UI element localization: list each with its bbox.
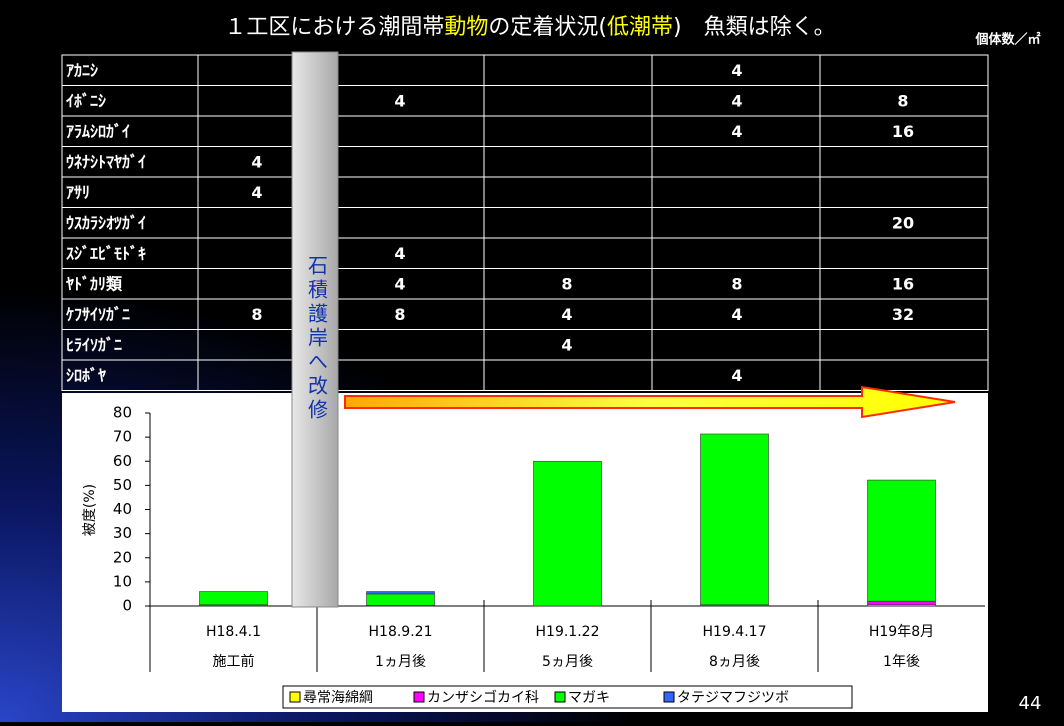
y-tick-label: 70 [113,428,132,446]
cell: 4 [251,183,262,202]
title-segment: １工区における潮間帯 [224,15,444,40]
bar-segment [533,460,602,607]
strip-label: 石積護岸へ改修 [305,255,329,423]
y-tick-label: 60 [113,452,132,470]
x-tick-label: H18.9.21 [369,624,433,640]
cell: 4 [731,305,742,324]
cell: 4 [731,122,742,141]
cell: 4 [731,91,742,110]
legend-label: タテジマフジツボ [677,690,789,706]
y-tick-label: 40 [113,500,132,518]
legend-label: マガキ [568,690,610,706]
cell: 20 [892,213,914,232]
cell: 8 [394,305,405,324]
row-name: ｲﾎﾞﾆｼ [66,91,106,110]
table: ｱｶﾆｼ 4 ｲﾎﾞﾆｼ 4 4 8 ｱﾗﾑｼﾛｶﾞｲ 4 16 ｳﾈﾅｼﾄﾏﾔｶﾞｲ 4 ｱｻﾘ 4 ｳ… [61,54,989,391]
row-name: ｱｶﾆｼ [66,61,98,80]
row-name: ｳｽｶﾗｼｵﾂｶﾞｲ [66,213,146,232]
x-tick-sublabel: 8ヵ月後 [709,654,760,670]
row-name: ﾋﾗｲｿｶﾞﾆ [66,335,122,354]
cell: 4 [394,91,405,110]
title-segment: の定着状況( [488,15,607,40]
y-tick-label: 80 [113,404,132,422]
title-segment: ) 魚類は除く。 [673,15,836,40]
x-tick-label: H19.4.17 [703,624,767,640]
y-tick-label: 0 [122,597,132,615]
cell: 4 [251,152,262,171]
row-name: ｼﾛﾎﾞﾔ [66,366,106,385]
legend-swatch [289,691,301,703]
row-name: ﾔﾄﾞｶﾘ類 [66,274,123,293]
row-name: ｱﾗﾑｼﾛｶﾞｲ [66,122,130,141]
x-tick-label: H19.1.22 [536,624,600,640]
x-tick-label: H19年8月 [869,624,934,640]
y-tick-label: 10 [113,572,132,590]
renovation-strip [291,51,339,608]
title-segment: 低潮帯 [607,15,673,40]
y-tick-label: 30 [113,524,132,542]
cell: 8 [561,274,572,293]
chart: 0 10 20 30 40 50 60 70 80 被度(%) H18.4.1 施工前 H18.9.21… [82,404,985,709]
x-tick-sublabel: 1ヵ月後 [375,654,426,670]
cell: 32 [892,305,914,324]
x-tick-sublabel: 施工前 [213,653,255,670]
row-name: ｹﾌｻｲｿｶﾞﾆ [66,305,130,324]
arrow [344,385,956,419]
cell: 4 [394,244,405,263]
cell: 4 [394,274,405,293]
unit-label: 個体数／㎡ [974,32,1040,48]
row-name: ｳﾈﾅｼﾄﾏﾔｶﾞｲ [66,152,146,171]
cell: 4 [731,366,742,385]
bar-segment [199,591,268,606]
legend-swatch [554,691,566,703]
cell: 4 [561,335,572,354]
row-name: ｽｼﾞｴﾋﾞﾓﾄﾞｷ [66,244,146,263]
chart-area [62,393,988,712]
cell: 16 [892,122,914,141]
bar-segment [366,593,435,606]
x-tick-sublabel: 5ヵ月後 [542,654,593,670]
cell: 8 [251,305,262,324]
bar-segment [867,479,936,602]
legend-swatch [663,691,675,703]
title-segment: 動物 [444,15,488,40]
cell: 4 [561,305,572,324]
legend-label: カンザシゴカイ科 [427,689,539,706]
cell: 8 [731,274,742,293]
cell: 8 [897,91,908,110]
x-tick-label: H18.4.1 [206,624,261,640]
y-axis-label: 被度(%) [82,484,98,536]
bar-segment [700,433,769,606]
bar-segment [867,600,936,606]
legend-label: 尋常海綿綱 [303,690,373,706]
cell: 4 [731,61,742,80]
legend-box [282,685,853,709]
bar-segment [366,591,435,595]
row-name: ｱｻﾘ [66,183,90,202]
y-tick-label: 20 [113,548,132,566]
page-number: 44 [1019,693,1042,714]
y-tick-label: 50 [113,476,132,494]
slide-title: １工区における潮間帯動物の定着状況(低潮帯) 魚類は除く。 [224,15,835,40]
legend-swatch [413,691,425,703]
cell: 16 [892,274,914,293]
x-tick-sublabel: 1年後 [883,654,920,670]
